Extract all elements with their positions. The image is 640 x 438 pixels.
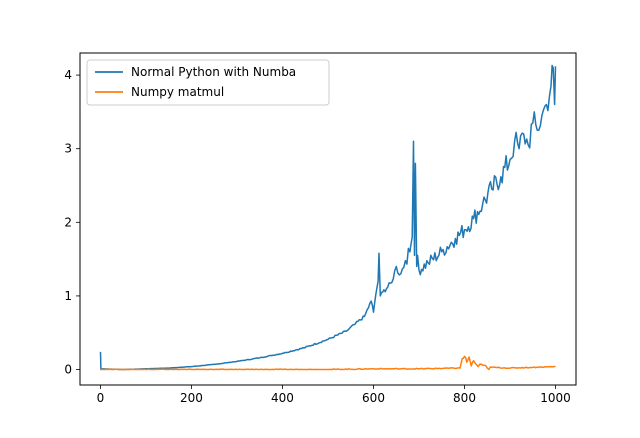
y-tick-label: 1 <box>64 289 72 303</box>
series-line-normal-python <box>99 64 557 371</box>
y-tick-label: 4 <box>64 68 72 82</box>
legend-label-numpy-matmul: Numpy matmul <box>131 85 224 99</box>
x-axis-ticks: 0 200 400 600 800 1000 <box>97 385 571 405</box>
legend-label-normal-python: Normal Python with Numba <box>131 65 296 79</box>
series-line-numpy-matmul <box>100 355 556 371</box>
legend-box <box>86 59 330 106</box>
legend: Normal Python with Numba Numpy matmul <box>86 59 330 106</box>
x-tick-label: 400 <box>271 391 294 405</box>
y-tick-label: 2 <box>64 215 72 229</box>
plot-lines <box>99 64 557 371</box>
x-tick-label: 600 <box>362 391 385 405</box>
y-axis-ticks: 0 1 2 3 4 <box>64 68 80 377</box>
y-tick-label: 3 <box>64 142 72 156</box>
x-tick-label: 200 <box>180 391 203 405</box>
x-tick-label: 800 <box>453 391 476 405</box>
y-tick-label: 0 <box>64 363 72 377</box>
x-tick-label: 0 <box>97 391 105 405</box>
axes-frame <box>79 52 577 386</box>
x-tick-label: 1000 <box>540 391 571 405</box>
